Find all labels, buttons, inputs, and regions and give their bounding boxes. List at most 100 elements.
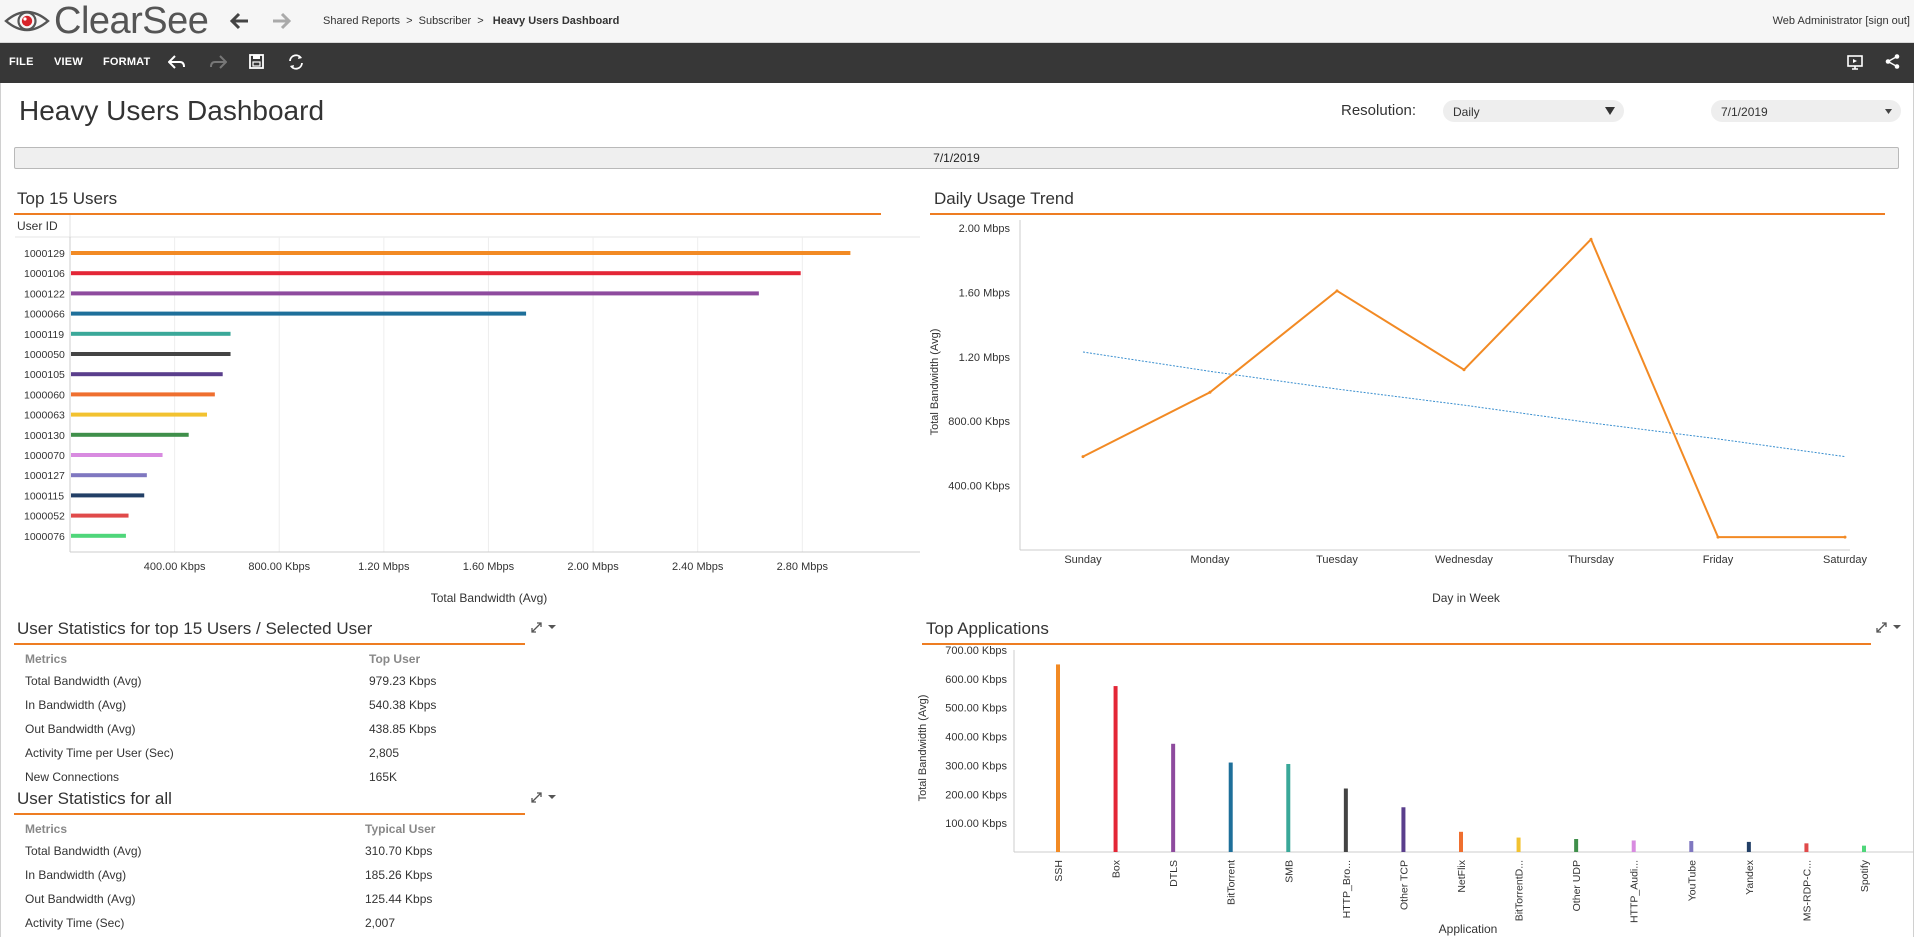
application-bar[interactable] <box>1343 788 1348 852</box>
data-point[interactable] <box>1081 455 1085 459</box>
panel-menu-arrow-icon[interactable] <box>1893 625 1901 629</box>
breadcrumb-subscriber[interactable]: Subscriber <box>418 15 472 27</box>
expand-icon[interactable] <box>531 792 542 803</box>
data-point[interactable] <box>1208 390 1212 394</box>
expand-icon[interactable] <box>531 622 542 633</box>
application-bar[interactable] <box>1113 686 1118 852</box>
user-bar[interactable] <box>71 271 801 276</box>
application-label[interactable]: DTLS <box>1168 860 1180 887</box>
application-label[interactable]: YouTube <box>1686 860 1698 901</box>
date-value: 7/1/2019 <box>1721 105 1768 119</box>
date-slider-bar[interactable]: 7/1/2019 <box>14 147 1899 169</box>
user-id-label[interactable]: 1000129 <box>24 248 65 260</box>
x-tick-label: 2.40 Mbps <box>672 561 724 573</box>
application-bar[interactable] <box>1804 843 1809 852</box>
application-label[interactable]: Yandex <box>1744 859 1756 895</box>
save-icon[interactable] <box>248 53 265 70</box>
application-label[interactable]: SSH <box>1053 860 1065 882</box>
refresh-icon[interactable] <box>287 53 305 71</box>
application-label[interactable]: Box <box>1111 859 1123 878</box>
user-id-label[interactable]: 1000052 <box>24 511 65 523</box>
user-bar[interactable] <box>71 533 126 538</box>
user-bar[interactable] <box>71 473 147 478</box>
user-id-label[interactable]: 1000127 <box>24 470 65 482</box>
user-id-label[interactable]: 1000050 <box>24 349 65 361</box>
x-tick-label: Monday <box>1190 554 1230 566</box>
user-bar[interactable] <box>71 372 223 377</box>
application-bar[interactable] <box>1401 807 1406 852</box>
application-label[interactable]: BitTorrent <box>1226 860 1238 905</box>
user-id-label[interactable]: 1000130 <box>24 430 65 442</box>
application-bar[interactable] <box>1459 831 1463 852</box>
user-bar[interactable] <box>71 291 759 296</box>
user-id-label[interactable]: 1000119 <box>24 329 64 341</box>
user-id-label[interactable]: 1000070 <box>24 450 65 462</box>
application-label[interactable]: Spotify <box>1859 859 1871 892</box>
user-bar[interactable] <box>71 493 145 498</box>
user-id-label[interactable]: 1000106 <box>24 268 65 280</box>
data-point[interactable] <box>1843 535 1847 539</box>
user-bar[interactable] <box>71 412 207 417</box>
user-bar[interactable] <box>71 331 231 336</box>
user-id-label[interactable]: 1000122 <box>24 288 65 300</box>
column-header-typical-user: Typical User <box>365 822 436 836</box>
redo-icon[interactable] <box>209 53 227 71</box>
user-bar[interactable] <box>71 392 215 397</box>
user-bar[interactable] <box>71 311 527 316</box>
data-point[interactable] <box>1335 289 1339 293</box>
application-bar[interactable] <box>1689 841 1694 852</box>
data-point[interactable] <box>1462 368 1466 372</box>
user-bar[interactable] <box>71 453 163 457</box>
application-label[interactable]: HTTP_Bro... <box>1341 860 1353 918</box>
application-label[interactable]: HTTP_Audi... <box>1629 860 1641 923</box>
user-bar[interactable] <box>71 352 231 356</box>
data-point[interactable] <box>1716 535 1720 539</box>
application-bar[interactable] <box>1056 664 1060 852</box>
metric-name: New Connections <box>25 770 120 783</box>
user-id-label[interactable]: 1000066 <box>24 309 65 321</box>
application-label[interactable]: MS-RDP-C... <box>1801 860 1813 921</box>
application-bar[interactable] <box>1286 763 1291 852</box>
back-arrow-icon[interactable] <box>228 11 250 31</box>
top-users-title: Top 15 Users <box>17 189 118 208</box>
application-bar[interactable] <box>1862 845 1866 852</box>
panel-menu-arrow-icon[interactable] <box>548 625 556 629</box>
application-bar[interactable] <box>1171 743 1176 852</box>
user-bar[interactable] <box>71 432 189 437</box>
data-point[interactable] <box>1589 237 1593 241</box>
application-bar[interactable] <box>1574 839 1579 852</box>
forward-arrow-icon[interactable] <box>271 11 293 31</box>
user-signout-link[interactable]: Web Administrator [sign out] <box>1772 15 1910 27</box>
application-bar[interactable] <box>1631 840 1636 852</box>
user-id-label[interactable]: 1000060 <box>24 389 65 401</box>
user-id-label[interactable]: 1000115 <box>24 490 64 502</box>
section-divider <box>14 643 525 645</box>
breadcrumb-shared-reports[interactable]: Shared Reports <box>323 15 401 27</box>
menu-format[interactable]: FORMAT <box>103 56 151 68</box>
application-label[interactable]: SMB <box>1283 860 1295 883</box>
menu-file[interactable]: FILE <box>9 56 34 68</box>
date-select[interactable]: 7/1/2019 <box>1711 100 1901 122</box>
user-bar[interactable] <box>71 251 851 255</box>
application-label[interactable]: Other TCP <box>1398 860 1410 910</box>
application-bar[interactable] <box>1516 837 1521 852</box>
expand-icon[interactable] <box>1876 622 1887 633</box>
resolution-select[interactable]: Daily <box>1443 100 1624 122</box>
panel-menu-arrow-icon[interactable] <box>548 795 556 799</box>
application-label[interactable]: NetFlix <box>1456 859 1468 892</box>
application-label[interactable]: BitTorrentD... <box>1514 860 1526 921</box>
app-logo[interactable]: ClearSee <box>4 0 209 42</box>
undo-icon[interactable] <box>168 53 186 71</box>
application-bar[interactable] <box>1228 762 1233 852</box>
user-bar[interactable] <box>71 513 129 518</box>
user-id-label[interactable]: 1000105 <box>24 369 65 381</box>
series-line[interactable] <box>1082 237 1845 539</box>
presentation-icon[interactable] <box>1846 53 1864 71</box>
menu-view[interactable]: VIEW <box>54 56 83 68</box>
application-bar[interactable] <box>1746 841 1751 852</box>
y-tick-label: 100.00 Kbps <box>945 818 1007 830</box>
user-id-label[interactable]: 1000076 <box>24 531 65 543</box>
application-label[interactable]: Other UDP <box>1571 860 1583 911</box>
share-icon[interactable] <box>1884 53 1901 70</box>
user-id-label[interactable]: 1000063 <box>24 410 65 422</box>
